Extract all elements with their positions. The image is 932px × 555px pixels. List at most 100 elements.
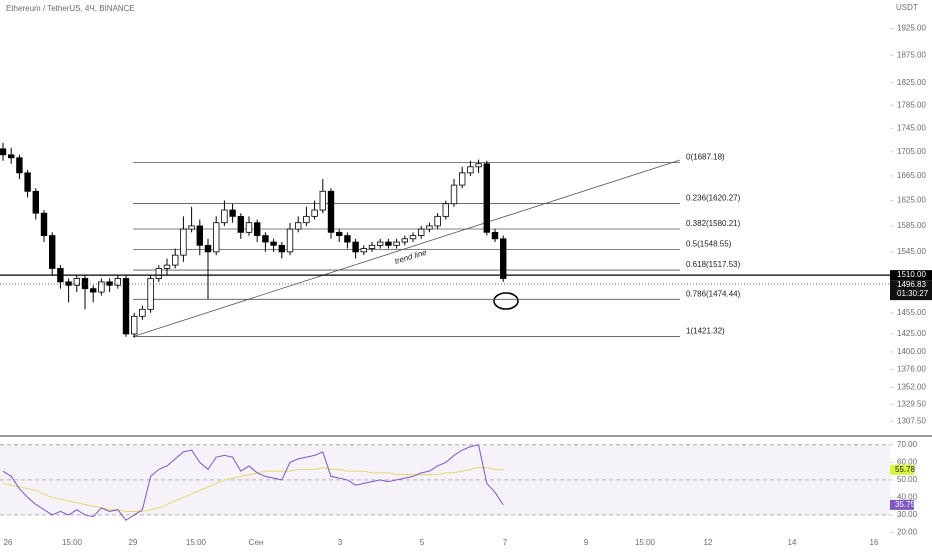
- x-tick-label: 15:00: [186, 538, 207, 547]
- x-tick-label: 3: [338, 538, 343, 547]
- candle-body: [196, 225, 203, 246]
- rsi-tick-label: 50.00: [897, 475, 918, 484]
- candle-body: [467, 166, 474, 174]
- rsi-label: 35.75: [895, 500, 916, 509]
- candle-body: [237, 215, 244, 233]
- candle-body: [0, 148, 7, 156]
- candle-body: [311, 209, 318, 217]
- candle-body: [442, 203, 449, 217]
- x-tick-label: 9: [584, 538, 589, 547]
- candle-body: [401, 238, 408, 243]
- candle-body: [81, 278, 89, 290]
- candle-body: [344, 235, 351, 243]
- rsi-tick-label: 60.00: [897, 458, 918, 467]
- rsi-ma-label-bg: [890, 464, 914, 475]
- currency-label: USDT: [896, 3, 918, 12]
- candle-body: [270, 241, 277, 246]
- rsi-label-bg: [890, 499, 914, 510]
- candle-body: [229, 209, 236, 217]
- y-tick-label: 1352.00: [897, 382, 926, 391]
- candle-body: [458, 172, 466, 186]
- candle-body: [426, 225, 433, 230]
- rsi-ma-label: 55.78: [895, 465, 916, 474]
- circle-annotation: [493, 292, 519, 310]
- chart-title: Ethereum / TetherUS, 4Ч, BINANCE: [6, 4, 135, 13]
- candle-body: [114, 278, 121, 286]
- candle-body: [393, 241, 400, 246]
- candle-body: [385, 241, 392, 246]
- candle-body: [24, 172, 31, 192]
- candle-body: [98, 281, 105, 293]
- y-tick-label: 1785.00: [897, 100, 926, 109]
- candle-body: [262, 235, 269, 243]
- candle-body: [49, 235, 56, 269]
- candle-body: [212, 222, 220, 253]
- y-tick-label: 1400.00: [897, 347, 926, 356]
- y-tick-label: 1376.00: [897, 365, 926, 374]
- x-tick-label: 15:00: [62, 538, 83, 547]
- x-tick-label: 16: [870, 538, 879, 547]
- candle-body: [352, 241, 359, 253]
- last-price-label: 1496.83: [897, 280, 926, 289]
- x-tick-label: Сен: [249, 538, 264, 547]
- candle-body: [130, 315, 138, 335]
- y-tick-label: 1329.50: [897, 399, 926, 408]
- candle-body: [139, 308, 146, 317]
- candle-body: [294, 222, 302, 230]
- y-tick-label: 1665.00: [897, 171, 926, 180]
- y-tick-label: 1745.00: [897, 123, 926, 132]
- x-tick-label: 5: [420, 538, 425, 547]
- y-tick-label: 1705.00: [897, 147, 926, 156]
- candle-body: [327, 190, 335, 233]
- trend-line: [132, 159, 681, 337]
- y-tick-label: 1455.00: [897, 308, 926, 317]
- y-tick-label: 1585.00: [897, 221, 926, 230]
- price-label-bg: [890, 270, 932, 281]
- candle-body: [278, 244, 285, 253]
- candle-body: [409, 235, 417, 240]
- candle-body: [155, 268, 162, 279]
- rsi-tick-label: 40.00: [897, 493, 918, 502]
- candle-body: [376, 241, 384, 246]
- candle-body: [122, 278, 130, 335]
- candle-body: [221, 209, 228, 224]
- candle-body: [319, 190, 326, 211]
- candle-body: [65, 281, 72, 286]
- candle-body: [335, 231, 343, 236]
- candle-body: [434, 215, 441, 227]
- candle-body: [499, 238, 507, 279]
- candle-body: [16, 157, 23, 174]
- candle-body: [7, 154, 15, 159]
- candle-body: [483, 163, 490, 233]
- candle-body: [491, 231, 499, 240]
- candle-body: [188, 225, 195, 230]
- rsi-ma-line: [2, 467, 504, 512]
- rsi-tick-label: 30.00: [897, 510, 918, 519]
- fib-level-label: 1(1421.32): [686, 327, 725, 336]
- rsi-line: [2, 444, 504, 521]
- y-tick-label: 1425.00: [897, 329, 926, 338]
- x-tick-label: 26: [4, 538, 13, 547]
- fib-level-label: 0.382(1580.21): [686, 219, 741, 228]
- candle-body: [204, 244, 212, 253]
- y-tick-label: 1825.00: [897, 78, 926, 87]
- candle-body: [303, 215, 310, 224]
- candle-body: [106, 281, 113, 286]
- candle-body: [32, 190, 39, 214]
- x-tick-label: 29: [129, 538, 138, 547]
- x-tick-label: 12: [704, 538, 713, 547]
- countdown-label: 01:30:27: [897, 289, 929, 298]
- candle-body: [450, 184, 458, 205]
- candle-body: [368, 244, 376, 249]
- candle-body: [40, 212, 48, 236]
- rsi-tick-label: 20.00: [897, 528, 918, 537]
- fib-level-label: 0.5(1548.55): [686, 240, 732, 249]
- fib-level-label: 0.786(1474.44): [686, 289, 741, 298]
- candle-body: [475, 163, 482, 168]
- y-tick-label: 1545.00: [897, 247, 926, 256]
- x-tick-label: 15:00: [635, 538, 656, 547]
- x-tick-label: 7: [503, 538, 508, 547]
- candle-body: [171, 254, 179, 266]
- fib-level-label: 0.236(1620.27): [686, 194, 741, 203]
